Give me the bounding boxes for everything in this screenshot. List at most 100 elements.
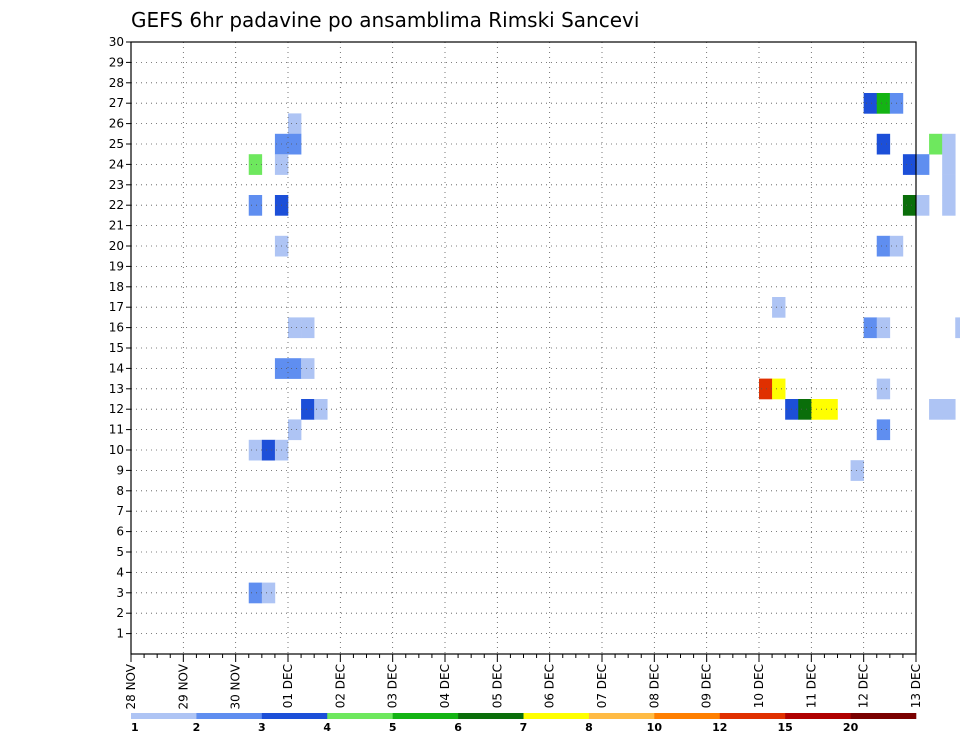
legend-label: 12 [712, 721, 727, 734]
legend-label: 7 [520, 721, 528, 734]
legend-label: 10 [647, 721, 663, 734]
cell-m12-s62 [942, 399, 956, 420]
legend-label: 20 [843, 721, 859, 734]
cell-m13-s48 [759, 378, 773, 400]
y-tick-label: 14 [109, 361, 124, 375]
x-tick-label: 28 NOV [124, 663, 138, 709]
cell-m24-s59 [902, 154, 917, 175]
cell-m22-s59 [902, 195, 917, 216]
y-tick-label: 3 [116, 586, 124, 600]
y-tick-label: 29 [109, 55, 124, 69]
cell-m25-s12 [288, 133, 302, 155]
chart-grid [131, 42, 916, 654]
x-tick-label: 12 DEC [857, 664, 871, 708]
cell-m23-s62 [942, 174, 956, 196]
legend-swatch-3 [261, 713, 328, 719]
x-tick-label: 11 DEC [804, 664, 818, 708]
y-tick-label: 10 [109, 443, 124, 457]
x-tick-label: 30 NOV [229, 663, 243, 709]
cell-m12-s52 [811, 399, 825, 420]
cell-m16-s12 [288, 317, 302, 339]
y-tick-label: 20 [109, 239, 124, 253]
legend-label: 6 [454, 721, 462, 734]
y-tick-label: 27 [109, 96, 124, 110]
x-tick-label: 10 DEC [752, 664, 766, 708]
cell-m16-s56 [863, 317, 878, 339]
y-tick-label: 15 [109, 341, 124, 355]
cell-m22-s62 [942, 195, 956, 216]
cell-m16-s57 [876, 317, 891, 339]
y-tick-label: 26 [109, 117, 124, 131]
y-tick-label: 12 [109, 402, 124, 416]
legend-swatch-2 [196, 713, 263, 719]
cell-m12-s61 [929, 399, 943, 420]
cell-m26-s12 [288, 113, 302, 135]
legend-label: 5 [389, 721, 397, 734]
cell-m25-s62 [942, 133, 956, 155]
cell-m24-s9 [248, 154, 263, 175]
cell-m10-s9 [248, 439, 263, 461]
legend-swatch-9 [654, 713, 721, 719]
x-tick-label: 08 DEC [647, 664, 661, 708]
legend-swatch-12 [850, 713, 917, 719]
cell-m3-s10 [261, 582, 276, 604]
x-tick-label: 02 DEC [333, 664, 347, 708]
legend-swatch-4 [327, 713, 393, 719]
cell-m24-s62 [942, 154, 956, 175]
y-tick-label: 11 [109, 423, 124, 437]
y-tick-label: 17 [109, 300, 124, 314]
cell-m22-s9 [248, 195, 263, 216]
x-tick-label: 06 DEC [543, 664, 557, 708]
cell-m12-s51 [798, 399, 812, 420]
legend-label: 4 [323, 721, 331, 734]
cell-m25-s61 [929, 133, 943, 155]
y-axis: 1234567891011121314151617181920212223242… [109, 35, 131, 641]
y-tick-label: 16 [109, 321, 124, 335]
y-tick-label: 30 [109, 35, 124, 49]
legend-label: 1 [131, 721, 139, 734]
y-tick-label: 28 [109, 76, 124, 90]
x-tick-label: 03 DEC [386, 664, 400, 708]
legend-label: 2 [193, 721, 201, 734]
y-tick-label: 25 [109, 137, 124, 151]
y-tick-label: 2 [116, 606, 124, 620]
x-tick-label: 09 DEC [700, 664, 714, 708]
cell-m12-s14 [314, 399, 328, 420]
chart-cells [248, 93, 960, 604]
cell-m20-s57 [876, 235, 891, 257]
cell-m9-s55 [850, 460, 864, 481]
y-tick-label: 7 [116, 504, 124, 518]
color-legend: 1 2 3 4 5 6 7 8 10 12 15 20 [131, 713, 917, 734]
y-tick-label: 19 [109, 259, 124, 273]
y-tick-label: 8 [116, 484, 124, 498]
cell-m16-s13 [301, 317, 315, 339]
cell-m11-s57 [876, 419, 891, 441]
legend-label: 8 [585, 721, 593, 734]
x-tick-label: 07 DEC [595, 664, 609, 708]
y-tick-label: 22 [109, 198, 124, 212]
y-tick-label: 13 [109, 382, 124, 396]
y-tick-label: 4 [116, 565, 124, 579]
cell-m13-s57 [876, 378, 891, 400]
plot-frame [130, 41, 917, 655]
cell-m13-s49 [772, 378, 786, 400]
y-tick-label: 23 [109, 178, 124, 192]
legend-swatch-8 [588, 713, 655, 719]
legend-swatch-10 [719, 713, 786, 719]
x-axis: 28 NOV 29 NOV 30 NOV 01 DEC 02 DEC 03 DEC 04 D… [124, 654, 923, 710]
cell-m10-s10 [261, 439, 276, 461]
x-tick-label: 13 DEC [909, 664, 923, 708]
cell-m11-s12 [288, 419, 302, 441]
y-tick-label: 9 [116, 463, 124, 477]
cell-m14-s12 [288, 358, 302, 379]
legend-swatch-11 [785, 713, 851, 719]
y-tick-label: 24 [109, 157, 124, 171]
x-tick-label: 05 DEC [490, 664, 504, 708]
y-tick-label: 1 [116, 627, 124, 641]
legend-swatch-6 [458, 713, 524, 719]
legend-swatch-5 [392, 713, 459, 719]
chart-title: GEFS 6hr padavine po ansamblima Rimski S… [131, 8, 639, 32]
legend-swatch-1 [131, 713, 197, 719]
cell-m12-s13 [301, 399, 315, 420]
